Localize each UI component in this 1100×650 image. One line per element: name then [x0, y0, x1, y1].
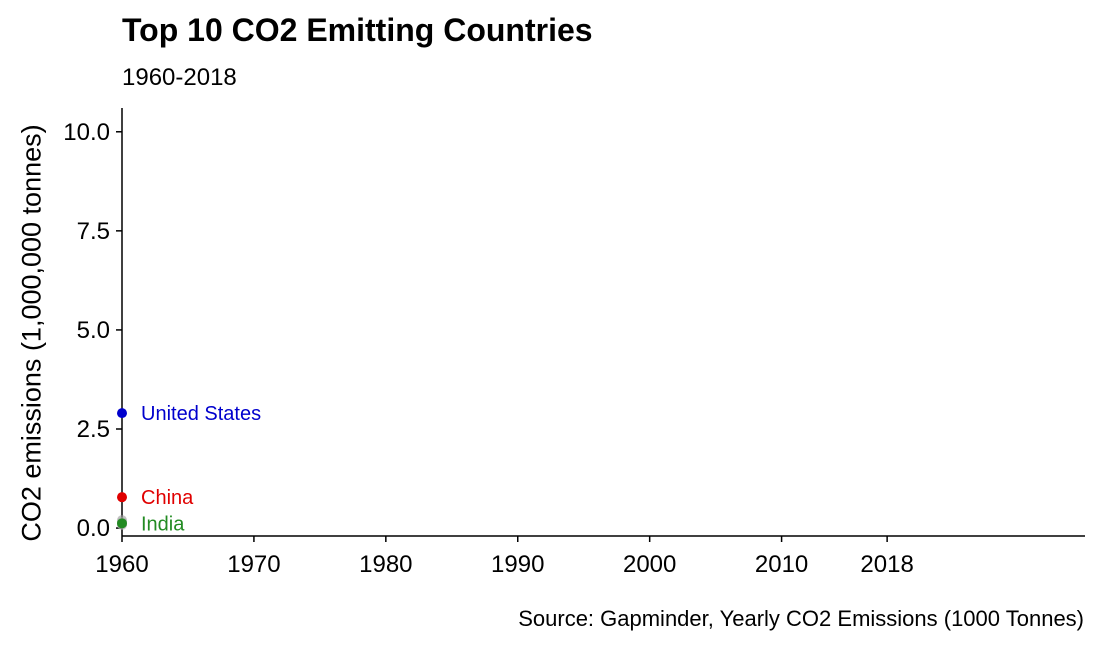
point-label: India — [141, 513, 185, 535]
x-tick-label: 2018 — [860, 551, 913, 578]
y-tick-group: 0.0 2.5 5.0 7.5 10.0 — [63, 119, 122, 542]
point-label-group: United States China India — [141, 403, 261, 535]
x-tick-label: 1990 — [491, 551, 544, 578]
point-label: China — [141, 487, 194, 509]
point-label: United States — [141, 403, 261, 425]
data-point — [117, 492, 127, 503]
y-tick-label: 5.0 — [77, 317, 110, 344]
chart-title: Top 10 CO2 Emitting Countries — [122, 12, 593, 48]
x-tick-group: 1960 1970 1980 1990 2000 2010 2018 — [95, 536, 914, 578]
x-tick-label: 1970 — [227, 551, 280, 578]
y-tick-label: 0.0 — [77, 515, 110, 542]
y-tick-label: 2.5 — [77, 416, 110, 443]
data-point — [117, 408, 127, 419]
y-tick-label: 10.0 — [63, 119, 110, 146]
x-tick-label: 2010 — [755, 551, 808, 578]
chart-caption: Source: Gapminder, Yearly CO2 Emissions … — [518, 606, 1084, 631]
x-tick-label: 2000 — [623, 551, 676, 578]
data-point-group — [117, 408, 127, 530]
data-point — [117, 518, 127, 529]
x-tick-label: 1980 — [359, 551, 412, 578]
chart-subtitle: 1960-2018 — [122, 64, 237, 91]
x-tick-label: 1960 — [95, 551, 148, 578]
y-tick-label: 7.5 — [77, 218, 110, 245]
